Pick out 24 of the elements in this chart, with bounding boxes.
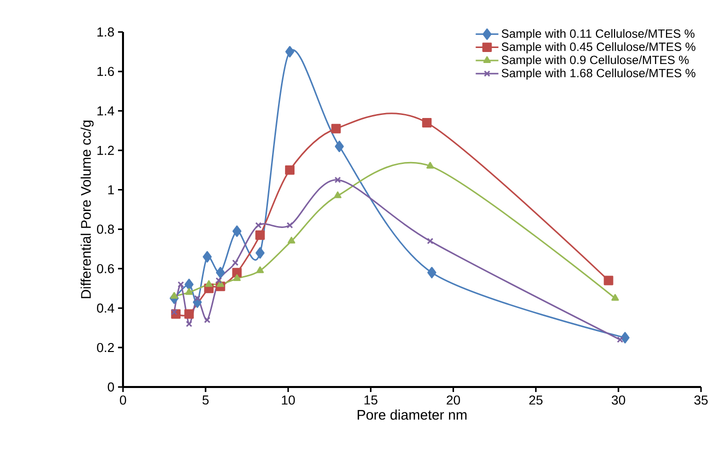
y-axis-title: Differential Pore Volume cc/g <box>80 120 94 298</box>
x-tick-label: 0 <box>120 396 126 405</box>
y-tick-label: 1.8 <box>97 27 114 37</box>
x-tick-label: 10 <box>282 396 295 405</box>
y-tick-label: 1.2 <box>97 146 114 155</box>
y-tick-label: 0.6 <box>96 264 114 274</box>
legend-label: Sample with 0.11 Cellulose/MTES % <box>502 29 694 40</box>
y-tick-label: 0 <box>108 382 114 392</box>
x-tick-label: 15 <box>364 396 378 405</box>
x-tick-label: 20 <box>446 396 460 405</box>
y-tick-label: 1.6 <box>97 66 114 76</box>
x-tick-label: 30 <box>612 396 626 405</box>
y-tick-label: 1 <box>108 185 114 194</box>
x-axis-title: Pore diameter nm <box>358 410 466 420</box>
x-tick-label: 5 <box>202 396 209 405</box>
y-tick-label: 0.4 <box>96 304 114 313</box>
y-tick-label: 1.4 <box>97 106 114 116</box>
legend-label: Sample with 1.68 Cellulose/MTES % <box>502 68 696 80</box>
legend-label: Sample with 0.45 Cellulose/MTES % <box>502 42 696 54</box>
y-tick-label: 0.2 <box>96 342 114 352</box>
x-tick-label: 35 <box>694 396 708 405</box>
legend-label: Sample with 0.9 Cellulose/MTES % <box>502 55 689 67</box>
y-tick-label: 0.8 <box>96 224 114 234</box>
x-tick-label: 25 <box>529 396 543 405</box>
